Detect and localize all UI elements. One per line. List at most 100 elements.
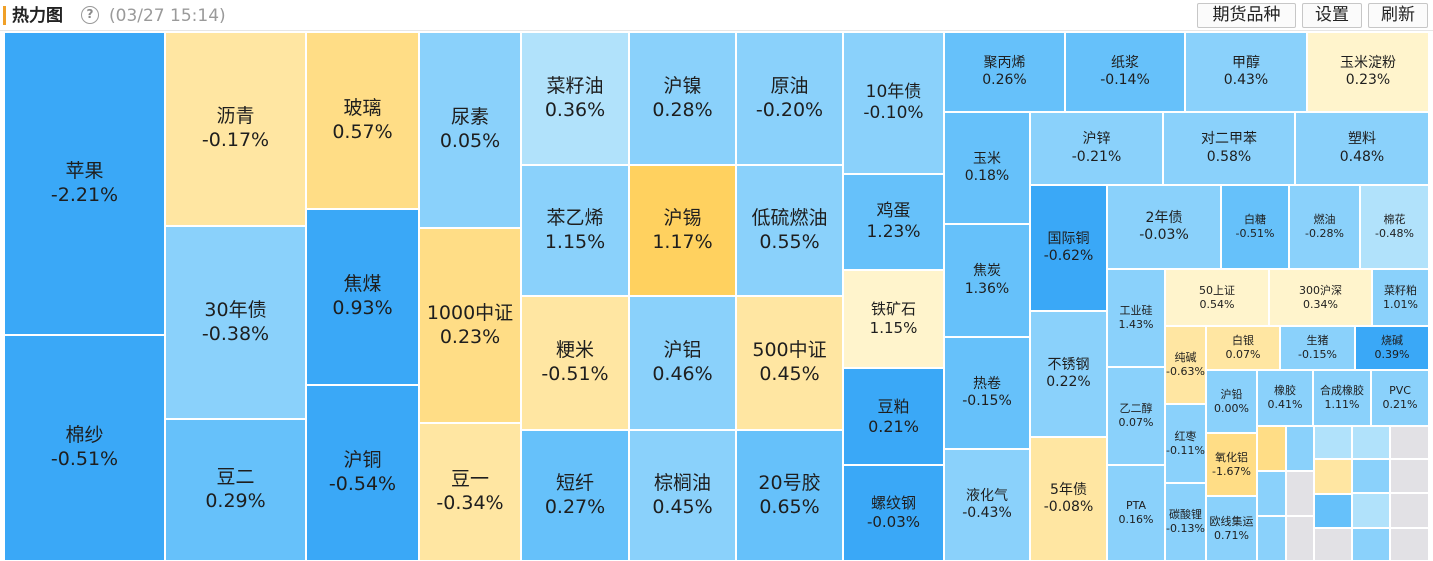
help-icon[interactable]: ? [81, 6, 99, 24]
heatmap-tile-polypropylene[interactable]: 聚丙烯 0.26% [944, 32, 1065, 112]
heatmap-tile-stainless[interactable]: 不锈钢 0.22% [1030, 311, 1107, 437]
heatmap-tile-silver[interactable]: 白银 0.07% [1206, 326, 1280, 370]
heatmap-tile-csi-300[interactable]: 300沪深 0.34% [1269, 269, 1372, 326]
heatmap-tile-unlabeled[interactable] [1257, 426, 1286, 471]
heatmap-tile-copper-sh[interactable]: 沪铜 -0.54% [306, 385, 419, 561]
heatmap-tile-red-date[interactable]: 红枣 -0.11% [1165, 404, 1206, 483]
heatmap-tile-pta[interactable]: PTA 0.16% [1107, 465, 1165, 561]
heatmap-tile-lead-sh[interactable]: 沪铅 0.00% [1206, 370, 1257, 433]
heatmap-tile-urea[interactable]: 尿素 0.05% [419, 32, 521, 228]
tile-change-percent: 0.00% [1214, 401, 1249, 415]
heatmap-tile-unlabeled[interactable] [1286, 426, 1314, 471]
tile-name: 沥青 [216, 105, 255, 128]
heatmap-tile-unlabeled[interactable] [1390, 426, 1429, 459]
tile-change-percent: 0.41% [1267, 398, 1303, 411]
heatmap-tile-bond-10y[interactable]: 10年债 -0.10% [843, 32, 944, 174]
heatmap-tile-palm-oil[interactable]: 棕榈油 0.45% [629, 430, 736, 561]
heatmap-tile-asphalt[interactable]: 沥青 -0.17% [165, 32, 306, 226]
heatmap-tile-soda-ash[interactable]: 纯碱 -0.63% [1165, 326, 1206, 404]
heatmap-tile-live-hog[interactable]: 生猪 -0.15% [1280, 326, 1355, 370]
heatmap-tile-rebar[interactable]: 螺纹钢 -0.03% [843, 465, 944, 561]
tile-name: 国际铜 [1047, 230, 1090, 247]
heatmap-tile-unlabeled[interactable] [1286, 471, 1314, 516]
heatmap-tile-white-sugar[interactable]: 白糖 -0.51% [1221, 185, 1289, 269]
heatmap-tile-unlabeled[interactable] [1352, 426, 1390, 459]
heatmap-tile-lithium-carbonate[interactable]: 碳酸锂 -0.13% [1165, 483, 1206, 561]
heatmap-tile-unlabeled[interactable] [1314, 494, 1352, 528]
heatmap-tile-aluminum-sh[interactable]: 沪铝 0.46% [629, 296, 736, 430]
heatmap-tile-bond-2y[interactable]: 2年债 -0.03% [1107, 185, 1221, 269]
heatmap-tile-unlabeled[interactable] [1352, 493, 1390, 528]
heatmap-tile-unlabeled[interactable] [1314, 459, 1352, 494]
tile-change-percent: 0.45% [759, 363, 820, 385]
heatmap-tile-unlabeled[interactable] [1352, 528, 1390, 561]
tile-change-percent: -1.67% [1212, 464, 1251, 478]
heatmap-tile-synthetic-rubber[interactable]: 合成橡胶 1.11% [1313, 370, 1371, 426]
heatmap-tile-corn[interactable]: 玉米 0.18% [944, 112, 1030, 224]
heatmap-tile-low-sulfur-fuel[interactable]: 低硫燃油 0.55% [736, 165, 843, 296]
refresh-button[interactable]: 刷新 [1368, 3, 1428, 28]
heatmap-tile-csi-1000[interactable]: 1000中证 0.23% [419, 228, 521, 423]
heatmap-tile-pulp[interactable]: 纸浆 -0.14% [1065, 32, 1185, 112]
heatmap-tile-soybean-2[interactable]: 豆二 0.29% [165, 419, 306, 561]
heatmap-tile-bond-5y[interactable]: 5年债 -0.08% [1030, 437, 1107, 561]
heatmap-tile-pvc[interactable]: PVC 0.21% [1371, 370, 1429, 426]
heatmap-tile-intl-copper[interactable]: 国际铜 -0.62% [1030, 185, 1107, 311]
heatmap-tile-coke[interactable]: 焦炭 1.36% [944, 224, 1030, 337]
heatmap-tile-glass[interactable]: 玻璃 0.57% [306, 32, 419, 209]
heatmap-tile-crude-oil[interactable]: 原油 -0.20% [736, 32, 843, 165]
heatmap-tile-plastic[interactable]: 塑料 0.48% [1295, 112, 1429, 185]
heatmap-tile-fuel-oil[interactable]: 燃油 -0.28% [1289, 185, 1360, 269]
heatmap-tile-unlabeled[interactable] [1257, 516, 1286, 561]
heatmap-tile-container-eu[interactable]: 欧线集运 0.71% [1206, 496, 1257, 561]
heatmap-tile-japonica[interactable]: 粳米 -0.51% [521, 296, 629, 430]
heatmap-tile-cotton-yarn[interactable]: 棉纱 -0.51% [4, 335, 165, 561]
heatmap-tile-lpg[interactable]: 液化气 -0.43% [944, 449, 1030, 561]
heatmap-tile-rapeseed-meal[interactable]: 菜籽粕 1.01% [1372, 269, 1429, 326]
heatmap-tile-ethylene-glycol[interactable]: 乙二醇 0.07% [1107, 367, 1165, 465]
tile-name: 沪铅 [1220, 387, 1243, 401]
heatmap-tile-px[interactable]: 对二甲苯 0.58% [1163, 112, 1295, 185]
heatmap-tile-egg[interactable]: 鸡蛋 1.23% [843, 174, 944, 270]
heatmap-tile-csi-500[interactable]: 500中证 0.45% [736, 296, 843, 430]
heatmap-tile-iron-ore[interactable]: 铁矿石 1.15% [843, 270, 944, 368]
tile-change-percent: -0.08% [1043, 499, 1094, 515]
tile-change-percent: 0.22% [1046, 374, 1091, 390]
heatmap-tile-unlabeled[interactable] [1286, 516, 1314, 561]
tile-name: 50上证 [1199, 283, 1235, 297]
heatmap-tile-staple-fiber[interactable]: 短纤 0.27% [521, 430, 629, 561]
heatmap-tile-industrial-si[interactable]: 工业硅 1.43% [1107, 269, 1165, 367]
heatmap-tile-unlabeled[interactable] [1257, 471, 1286, 516]
futures-varieties-button[interactable]: 期货品种 [1197, 3, 1296, 28]
heatmap-tile-caustic-soda[interactable]: 烧碱 0.39% [1355, 326, 1429, 370]
heatmap-tile-coking-coal[interactable]: 焦煤 0.93% [306, 209, 419, 385]
tile-change-percent: 0.45% [652, 495, 713, 518]
heatmap-tile-unlabeled[interactable] [1390, 493, 1429, 528]
heatmap-tile-alumina[interactable]: 氧化铝 -1.67% [1206, 433, 1257, 496]
heatmap-tile-rapeseed-oil[interactable]: 菜籽油 0.36% [521, 32, 629, 165]
heatmap-tile-rubber-20[interactable]: 20号胶 0.65% [736, 430, 843, 561]
heatmap-tile-apple[interactable]: 苹果 -2.21% [4, 32, 165, 335]
heatmap-tile-unlabeled[interactable] [1352, 459, 1390, 493]
heatmap-tile-unlabeled[interactable] [1314, 528, 1352, 561]
heatmap-tile-rubber[interactable]: 橡胶 0.41% [1257, 370, 1313, 426]
heatmap-tile-soymeal[interactable]: 豆粕 0.21% [843, 368, 944, 465]
heatmap-tile-corn-starch[interactable]: 玉米淀粉 0.23% [1307, 32, 1429, 112]
heatmap-tile-sse-50[interactable]: 50上证 0.54% [1165, 269, 1269, 326]
heatmap-tile-tin-sh[interactable]: 沪锡 1.17% [629, 165, 736, 296]
heatmap-tile-soybean-1[interactable]: 豆一 -0.34% [419, 423, 521, 561]
heatmap-tile-unlabeled[interactable] [1390, 528, 1429, 561]
heatmap-tile-cotton[interactable]: 棉花 -0.48% [1360, 185, 1429, 269]
heatmap-tile-styrene[interactable]: 苯乙烯 1.15% [521, 165, 629, 296]
heatmap-tile-hot-coil[interactable]: 热卷 -0.15% [944, 337, 1030, 449]
tile-name: 碳酸锂 [1169, 508, 1202, 522]
heatmap-tile-zinc-sh[interactable]: 沪锌 -0.21% [1030, 112, 1163, 185]
heatmap-tile-unlabeled[interactable] [1314, 426, 1352, 459]
tile-change-percent: 0.23% [1345, 72, 1391, 88]
heatmap-tile-bond-30y[interactable]: 30年债 -0.38% [165, 226, 306, 419]
heatmap-tile-unlabeled[interactable] [1390, 459, 1429, 493]
tile-change-percent: -0.11% [1166, 443, 1205, 457]
heatmap-tile-nickel-sh[interactable]: 沪镍 0.28% [629, 32, 736, 165]
heatmap-tile-methanol[interactable]: 甲醇 0.43% [1185, 32, 1307, 112]
settings-button[interactable]: 设置 [1302, 3, 1362, 28]
